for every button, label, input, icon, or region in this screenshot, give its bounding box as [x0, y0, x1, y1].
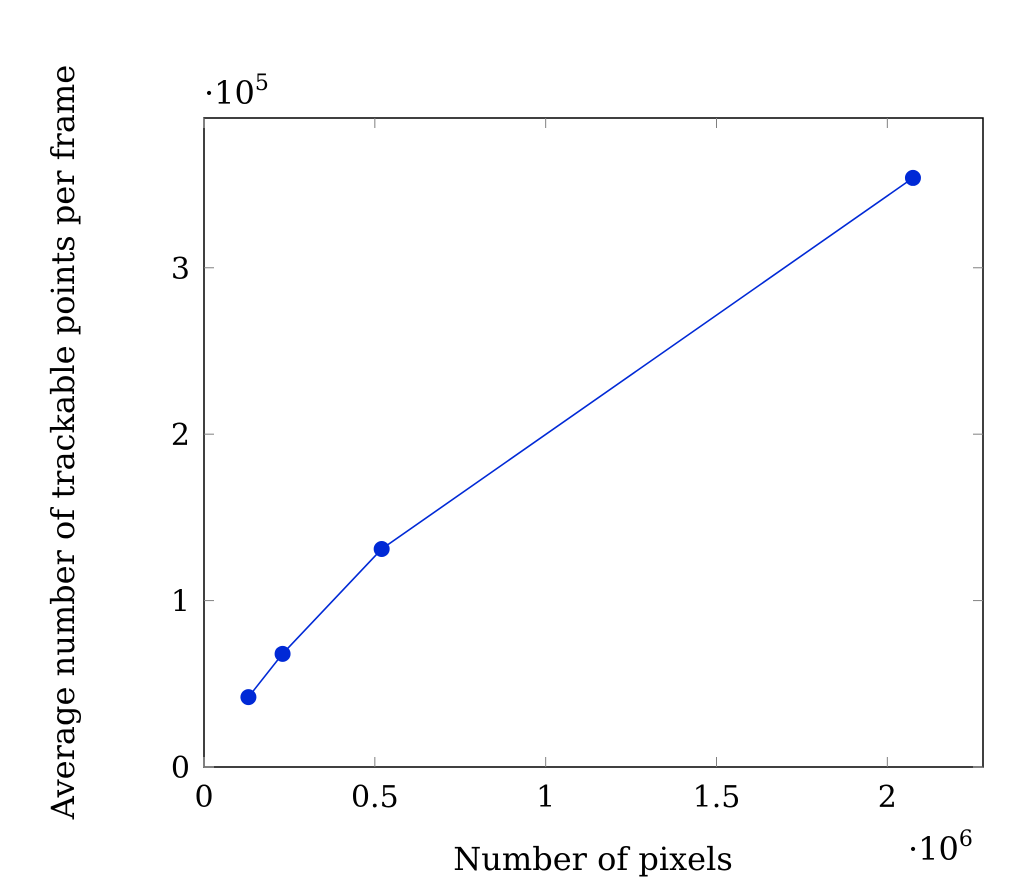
- data-point: [240, 689, 257, 706]
- data-point: [274, 645, 291, 662]
- y-tick-label: 0: [171, 751, 190, 786]
- x-axis-multiplier: ·106: [908, 827, 973, 868]
- x-axis-label: Number of pixels: [453, 840, 732, 878]
- y-tick-label: 1: [171, 585, 190, 620]
- x-tick-label: 0.5: [351, 780, 399, 815]
- x-multiplier-base: ·10: [908, 830, 959, 868]
- series-line: [247, 177, 914, 698]
- axis-ticks: [203, 118, 983, 768]
- y-tick-label: 2: [171, 418, 190, 453]
- x-multiplier-exponent: 6: [959, 827, 973, 852]
- x-tick-label: 2: [878, 780, 897, 815]
- y-tick-label: 3: [171, 252, 190, 287]
- tick-labels: 0 0.5 1 1.5 2 0 1 2 3: [171, 252, 897, 815]
- plot-area-frame: [203, 117, 984, 768]
- series-group: [240, 169, 921, 706]
- data-point: [373, 541, 390, 558]
- y-multiplier-base: ·10: [204, 74, 255, 112]
- x-tick-label: 1.5: [693, 780, 741, 815]
- y-axis-label: Average number of trackable points per f…: [44, 65, 82, 820]
- x-tick-label: 1: [536, 780, 555, 815]
- y-multiplier-exponent: 5: [255, 71, 269, 96]
- y-axis-multiplier: ·105: [204, 71, 269, 112]
- x-tick-label: 0: [194, 780, 213, 815]
- data-point: [904, 169, 921, 186]
